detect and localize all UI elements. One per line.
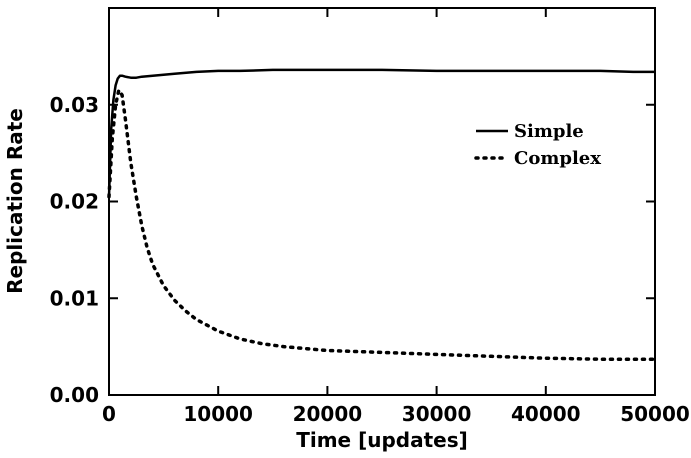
series-line-complex (107, 85, 657, 361)
legend: Simple Complex (474, 121, 601, 169)
y-axis-label: Replication Rate (3, 108, 27, 294)
y-axis: 0.00 0.01 0.02 0.03 (50, 93, 655, 407)
x-tick-label: 50000 (620, 402, 690, 426)
x-tick-label: 10000 (183, 402, 253, 426)
legend-label-complex: Complex (514, 148, 601, 169)
y-tick-label: 0.02 (50, 190, 99, 214)
plot-frame (108, 7, 656, 396)
x-axis: 0 10000 20000 30000 40000 50000 (102, 8, 690, 426)
x-tick-label: 20000 (293, 402, 363, 426)
series-layer (107, 68, 657, 361)
legend-label-simple: Simple (514, 121, 584, 142)
x-tick-label: 0 (102, 402, 116, 426)
y-tick-label: 0.03 (50, 93, 99, 117)
y-tick-label: 0.00 (50, 383, 99, 407)
series-line-simple (107, 68, 655, 197)
y-tick-label: 0.01 (50, 286, 99, 310)
x-axis-label: Time [updates] (296, 428, 468, 452)
x-tick-label: 30000 (402, 402, 472, 426)
x-tick-label: 40000 (511, 402, 581, 426)
